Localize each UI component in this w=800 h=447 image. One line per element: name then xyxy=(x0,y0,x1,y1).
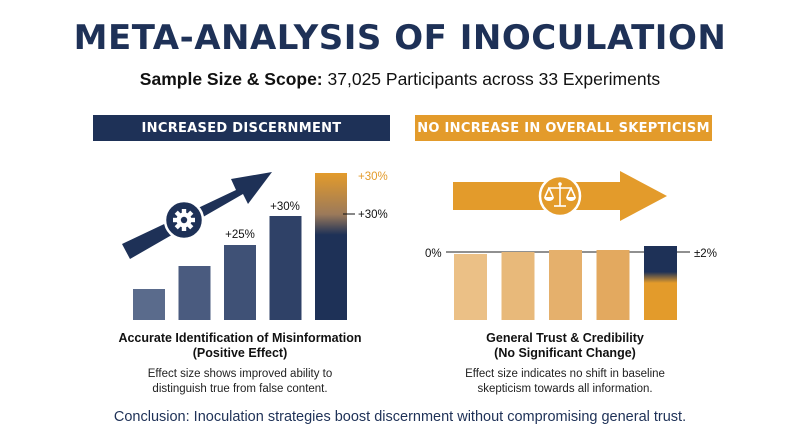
bar-highlight-label: +30% xyxy=(358,171,388,183)
right-caption-body-line1: Effect size indicates no shift in baseli… xyxy=(465,368,665,380)
right-bar-3 xyxy=(549,250,582,320)
right-bar-1 xyxy=(454,254,487,320)
page-title: META-ANALYSIS OF INOCULATION xyxy=(73,18,727,58)
subtitle-value: 37,025 Participants across 33 Experiment… xyxy=(327,69,661,89)
left-caption-title-line2: (Positive Effect) xyxy=(192,346,288,360)
right-caption-title: General Trust & Credibility (No Signific… xyxy=(405,331,725,361)
range-label: ±2% xyxy=(694,248,717,260)
left-bar-5 xyxy=(315,173,347,320)
scales-icon xyxy=(538,174,582,218)
right-bar-4 xyxy=(596,250,630,320)
left-caption-title: Accurate Identification of Misinformatio… xyxy=(80,331,400,361)
left-caption-body-line2: distinguish true from false content. xyxy=(152,383,328,395)
right-caption-body: Effect size indicates no shift in baseli… xyxy=(405,367,725,397)
left-panel-banner: INCREASED DISCERNMENT xyxy=(93,115,390,141)
right-bar-2 xyxy=(501,252,535,320)
left-caption-body-line1: Effect size shows improved ability to xyxy=(147,368,333,380)
bar-label-3: +25% xyxy=(225,229,255,241)
bar-label-4: +30% xyxy=(270,201,300,213)
right-bars xyxy=(454,246,677,320)
gear-icon xyxy=(163,199,205,241)
right-caption-title-line1: General Trust & Credibility xyxy=(486,331,644,345)
right-bar-5 xyxy=(644,246,677,320)
right-caption-body-line2: skepticism towards all information. xyxy=(477,383,653,395)
right-caption-title-line2: (No Significant Change) xyxy=(494,346,636,360)
left-bars xyxy=(133,173,347,320)
left-bar-4 xyxy=(269,216,302,320)
baseline-label: 0% xyxy=(425,248,442,260)
bar-label-5: +30% xyxy=(358,209,388,221)
left-bar-1 xyxy=(133,289,165,320)
subtitle-label: Sample Size & Scope: xyxy=(139,69,323,89)
left-bar-3 xyxy=(224,245,256,320)
left-caption-body: Effect size shows improved ability to di… xyxy=(80,367,400,397)
subtitle: Sample Size & Scope: 37,025 Participants… xyxy=(0,69,800,90)
left-bar-2 xyxy=(178,266,211,320)
left-caption-title-line1: Accurate Identification of Misinformatio… xyxy=(118,331,362,345)
conclusion-text: Conclusion: Inoculation strategies boost… xyxy=(113,409,687,425)
right-panel-banner: NO INCREASE IN OVERALL SKEPTICISM xyxy=(415,115,712,141)
